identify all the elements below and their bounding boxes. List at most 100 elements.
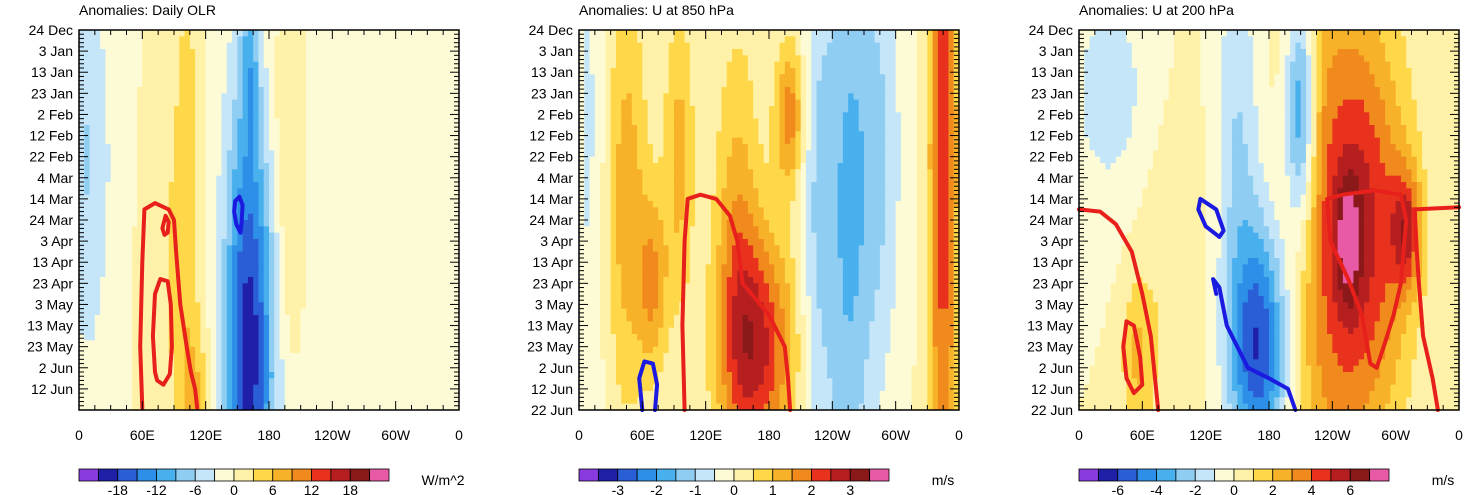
heatmap-cell <box>358 30 365 37</box>
heatmap-cell <box>205 378 212 386</box>
heatmap-cell <box>827 36 833 44</box>
heatmap-cell <box>647 36 654 44</box>
heatmap-cell <box>411 384 418 392</box>
heatmap-cell <box>184 207 191 215</box>
heatmap-cell <box>179 207 186 215</box>
heatmap-cell <box>205 397 212 405</box>
heatmap-cell <box>448 42 455 50</box>
heatmap-cell <box>247 55 254 63</box>
heatmap-cell <box>742 55 749 63</box>
heatmap-cell <box>179 118 186 126</box>
heatmap-cell <box>358 99 365 107</box>
heatmap-cell <box>174 118 180 126</box>
heatmap-cell <box>142 112 149 120</box>
heatmap-cell <box>142 378 149 386</box>
heatmap-cell <box>189 302 196 310</box>
heatmap-cell <box>284 321 291 329</box>
heatmap-cell <box>369 118 376 126</box>
heatmap-cell <box>152 55 159 63</box>
heatmap-cell <box>858 49 865 56</box>
heatmap-cell <box>395 182 402 189</box>
heatmap-cell <box>395 30 402 37</box>
heatmap-cell <box>258 131 265 139</box>
heatmap-cell <box>626 30 633 37</box>
heatmap-cell <box>253 378 260 386</box>
heatmap-cell <box>126 321 133 329</box>
heatmap-cell <box>221 49 228 56</box>
heatmap-cell <box>195 131 201 139</box>
heatmap-cell <box>453 372 460 379</box>
heatmap-cell <box>358 245 365 253</box>
heatmap-cell <box>443 74 450 82</box>
heatmap-cell <box>237 270 244 278</box>
heatmap-cell <box>631 61 638 69</box>
heatmap-cell <box>79 68 85 75</box>
heatmap-cell <box>358 131 365 139</box>
heatmap-cell <box>379 353 386 360</box>
heatmap-cell <box>332 277 339 284</box>
heatmap-cell <box>100 391 106 398</box>
heatmap-cell <box>253 239 260 246</box>
heatmap-cell <box>432 30 439 37</box>
heatmap-cell <box>115 182 122 189</box>
heatmap-cell <box>121 144 128 151</box>
heatmap-cell <box>416 308 423 316</box>
heatmap-cell <box>142 372 149 379</box>
heatmap-cell <box>216 93 223 101</box>
heatmap-cell <box>253 74 260 82</box>
heatmap-cell <box>385 87 391 94</box>
heatmap-cell <box>247 359 254 367</box>
heatmap-cell <box>390 156 397 164</box>
heatmap-cell <box>422 156 428 164</box>
heatmap-cell <box>406 283 413 291</box>
heatmap-cell <box>247 283 254 291</box>
heatmap-cell <box>710 36 717 44</box>
heatmap-cell <box>321 131 328 139</box>
heatmap-cell <box>337 270 344 278</box>
heatmap-cell <box>721 49 728 56</box>
heatmap-cell <box>158 372 165 379</box>
heatmap-cell <box>237 403 244 411</box>
heatmap-cell <box>258 245 265 253</box>
heatmap-cell <box>290 163 296 170</box>
heatmap-cell <box>432 175 439 183</box>
heatmap-cell <box>395 131 402 139</box>
heatmap-cell <box>179 353 186 360</box>
heatmap-cell <box>390 169 397 177</box>
heatmap-cell <box>189 397 196 405</box>
heatmap-cell <box>195 175 201 183</box>
heatmap-cell <box>284 365 291 373</box>
heatmap-cell <box>374 42 381 50</box>
heatmap-cell <box>300 391 307 398</box>
heatmap-cell <box>279 245 286 253</box>
heatmap-cell <box>327 131 333 139</box>
heatmap-cell <box>89 391 96 398</box>
heatmap-cell <box>195 163 201 170</box>
heatmap-cell <box>100 296 106 303</box>
heatmap-cell <box>416 156 423 164</box>
heatmap-cell <box>232 150 238 158</box>
heatmap-cell <box>279 207 286 215</box>
heatmap-cell <box>210 49 217 56</box>
heatmap-cell <box>179 365 186 373</box>
heatmap-cell <box>295 169 302 177</box>
heatmap-cell <box>184 397 191 405</box>
heatmap-cell <box>327 277 333 284</box>
heatmap-cell <box>432 61 439 69</box>
heatmap-cell <box>216 112 223 120</box>
heatmap-cell <box>174 213 180 221</box>
heatmap-cell <box>274 207 281 215</box>
heatmap-cell <box>258 226 265 234</box>
heatmap-cell <box>269 30 275 37</box>
heatmap-cell <box>842 55 849 63</box>
heatmap-cell <box>927 55 934 63</box>
heatmap-cell <box>432 194 439 202</box>
heatmap-cell <box>305 277 312 284</box>
heatmap-cell <box>115 125 122 132</box>
heatmap-cell <box>295 61 302 69</box>
heatmap-cell <box>242 61 249 69</box>
heatmap-cell <box>158 251 165 259</box>
heatmap-cell <box>221 156 228 164</box>
heatmap-cell <box>374 384 381 392</box>
